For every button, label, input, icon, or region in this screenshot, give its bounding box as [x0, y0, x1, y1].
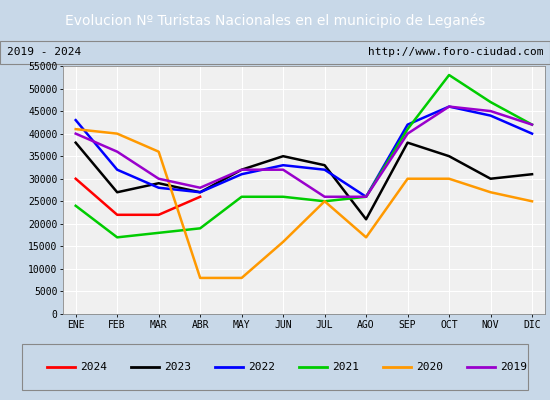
Text: 2021: 2021	[332, 362, 359, 372]
Text: Evolucion Nº Turistas Nacionales en el municipio de Leganés: Evolucion Nº Turistas Nacionales en el m…	[65, 14, 485, 28]
Text: 2023: 2023	[164, 362, 191, 372]
Text: 2024: 2024	[80, 362, 107, 372]
Text: 2019 - 2024: 2019 - 2024	[7, 47, 81, 57]
Text: 2019: 2019	[500, 362, 527, 372]
Text: 2022: 2022	[248, 362, 275, 372]
Text: http://www.foro-ciudad.com: http://www.foro-ciudad.com	[368, 47, 543, 57]
Text: 2020: 2020	[416, 362, 443, 372]
